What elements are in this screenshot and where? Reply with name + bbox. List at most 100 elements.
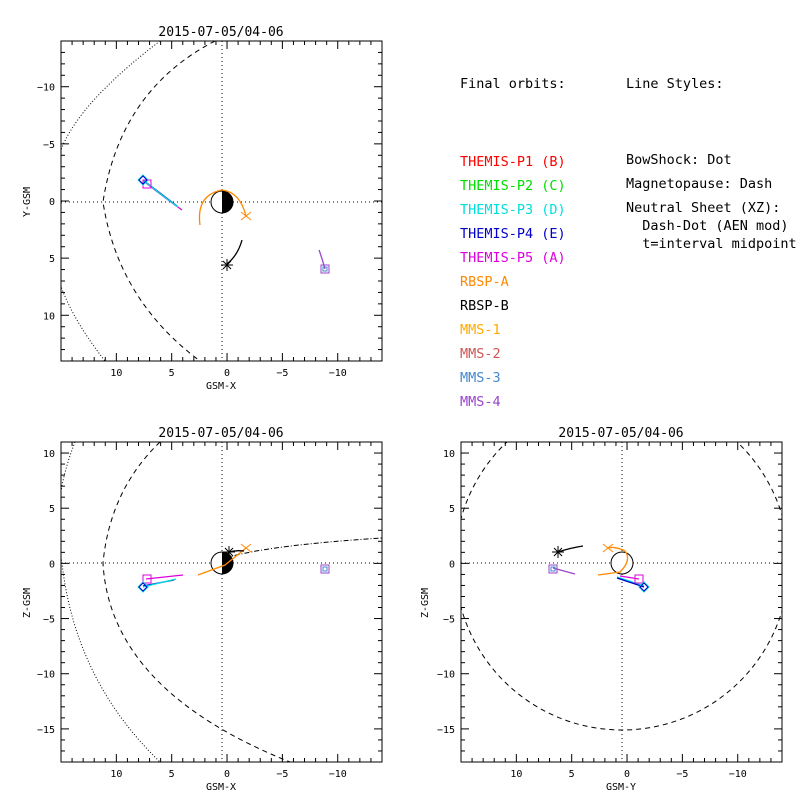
panel-xz: 10 5 0 −5 −10 10 5 0 −5 −10 −15	[22, 426, 383, 793]
panel-title: 2015-07-05/04-06	[558, 426, 683, 441]
orbit-legend-entry: THEMIS-P1 (B)	[460, 154, 566, 170]
x-tick-label: 10	[110, 769, 122, 780]
panel-xy: 10 5 0 −5 −10 −10 −5 0 5 10	[22, 25, 383, 392]
themis-trace-p5	[145, 574, 184, 580]
bow-shock	[61, 442, 161, 762]
x-tick-label: −10	[729, 769, 747, 780]
themis-p3-marker	[137, 174, 149, 186]
themis-p4-marker	[639, 582, 649, 592]
magnetopause	[461, 442, 782, 731]
y-tick-label: 10	[43, 449, 55, 460]
themis-p5-marker	[142, 574, 152, 584]
y-tick-label: −10	[37, 83, 55, 94]
line-style-entry: Neutral Sheet (XZ):	[626, 200, 781, 216]
themis-trace-p3	[616, 576, 645, 587]
x-tick-label: −5	[276, 769, 288, 780]
mms-marker-inner	[322, 566, 328, 572]
panel-title: 2015-07-05/04-06	[158, 25, 283, 40]
themis-trace-p4	[616, 577, 645, 588]
y-tick-label: 10	[43, 311, 55, 322]
tick-marks: 10 5 0 −5 −10 10 5 0 −5 −10 −15	[437, 441, 783, 780]
rbsp-b-trace	[226, 239, 243, 265]
line-style-entry: Magnetopause: Dash	[626, 176, 773, 192]
y-tick-label: 5	[49, 254, 55, 265]
neutral-sheet	[224, 537, 382, 559]
line-styles-header: Line Styles:	[626, 76, 724, 92]
x-axis-label: GSM-X	[206, 782, 236, 793]
y-tick-label: −15	[437, 725, 455, 736]
orbit-legend-entry: MMS-4	[460, 394, 501, 410]
panel-title: 2015-07-05/04-06	[158, 426, 283, 441]
rbsp-b-trace	[557, 545, 584, 553]
orbit-legend-entry: RBSP-A	[460, 274, 509, 290]
rbsp-a-trace	[597, 546, 629, 576]
y-axis-label: Y-GSM	[22, 187, 33, 217]
orbit-legend-entry: THEMIS-P4 (E)	[460, 226, 566, 242]
rbsp-a-marker	[240, 211, 252, 221]
x-tick-label: 10	[510, 769, 522, 780]
themis-trace-p3	[142, 578, 177, 588]
x-tick-label: 0	[224, 368, 230, 379]
rbsp-b-marker	[223, 546, 235, 558]
y-tick-label: 0	[49, 197, 55, 208]
orbits-legend-header: Final orbits:	[460, 76, 566, 92]
rbsp-b-marker	[221, 259, 233, 271]
y-tick-label: 5	[449, 504, 455, 515]
orbit-list: THEMIS-P1 (B) THEMIS-P2 (C) THEMIS-P3 (D) T…	[460, 150, 566, 410]
line-styles-legend: Line Styles: BowShock: Dot Magnetopause: …	[626, 24, 797, 252]
themis-p3-marker	[638, 581, 650, 593]
themis-trace-p5	[619, 575, 640, 580]
orbit-legend-entry: MMS-1	[460, 322, 501, 338]
x-tick-label: 0	[224, 769, 230, 780]
magnetopause	[102, 41, 216, 361]
line-style-entry: BowShock: Dot	[626, 152, 732, 168]
x-tick-label: 0	[624, 769, 630, 780]
mms-marker-inner	[322, 266, 328, 272]
x-tick-label: −5	[276, 368, 288, 379]
y-tick-label: −10	[437, 670, 455, 681]
earth-night-side	[222, 191, 233, 213]
line-style-entry: Dash-Dot (AEN mod)	[626, 218, 789, 234]
mms-marker	[548, 564, 558, 574]
themis-p4-marker	[138, 582, 148, 592]
themis-p3-marker	[137, 581, 149, 593]
orbit-legend-entry: THEMIS-P3 (D)	[460, 202, 566, 218]
y-tick-label: −5	[43, 615, 55, 626]
orbit-legend-entry: MMS-3	[460, 370, 501, 386]
themis-p4-marker	[138, 175, 148, 185]
mms-marker	[320, 564, 330, 574]
y-axis-label: Z-GSM	[420, 588, 431, 618]
orbit-legend-entry: THEMIS-P2 (C)	[460, 178, 566, 194]
x-tick-label: −10	[329, 769, 347, 780]
magnetopause	[102, 442, 291, 762]
x-tick-label: 5	[169, 769, 175, 780]
mms-marker	[320, 264, 330, 274]
x-tick-label: −5	[676, 769, 688, 780]
rbsp-a-trace	[197, 547, 247, 576]
rbsp-a-marker	[602, 543, 614, 553]
x-tick-label: 5	[169, 368, 175, 379]
mms-marker-inner	[550, 566, 556, 572]
bow-shock	[61, 41, 161, 361]
x-tick-label: 10	[110, 368, 122, 379]
y-tick-label: 0	[449, 559, 455, 570]
rbsp-a-trace	[198, 189, 247, 226]
tick-marks: 10 5 0 −5 −10 10 5 0 −5 −10 −15	[37, 441, 383, 780]
rbsp-b-marker	[552, 546, 564, 558]
y-tick-label: −5	[443, 615, 455, 626]
y-tick-label: −10	[37, 670, 55, 681]
x-axis-label: GSM-Y	[606, 782, 636, 793]
mms-trace	[318, 249, 326, 270]
themis-p5-marker	[634, 574, 644, 584]
x-axis-label: GSM-X	[206, 381, 236, 392]
y-tick-label: 0	[49, 559, 55, 570]
x-tick-label: −10	[329, 368, 347, 379]
y-tick-label: 5	[49, 504, 55, 515]
y-tick-label: −15	[37, 725, 55, 736]
tick-marks: 10 5 0 −5 −10 −10 −5 0 5 10	[37, 40, 383, 379]
y-tick-label: −5	[43, 140, 55, 151]
orbit-legend-entry: THEMIS-P5 (A)	[460, 250, 566, 266]
themis-trace-p3	[142, 179, 179, 208]
orbits-legend: Final orbits: THEMIS-P1 (B) THEMIS-P2 (C)…	[460, 24, 566, 410]
